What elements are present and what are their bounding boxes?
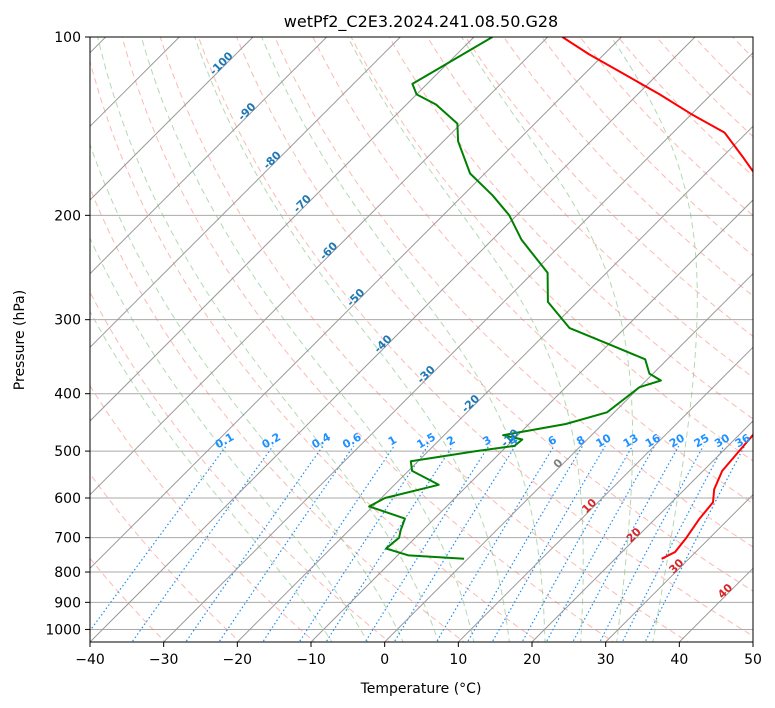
moist-adiabat-line <box>97 37 439 642</box>
y-tick-label: 100 <box>54 30 81 46</box>
moist-adiabats <box>90 37 698 642</box>
dry-adiabat-line <box>350 37 753 462</box>
dry-adiabat-line <box>197 37 753 637</box>
y-axis: 1000 900 800 700 600 500 400 300 200 100 <box>45 30 90 638</box>
x-tick-label: −40 <box>75 652 105 668</box>
isotherm-line <box>163 51 753 642</box>
isotherm-line <box>90 37 475 422</box>
dry-adiabat-line <box>465 37 753 338</box>
moist-adiabat-line <box>347 37 584 642</box>
y-tick-label: 600 <box>54 491 81 507</box>
dry-adiabat-line <box>159 37 690 642</box>
mixing-ratio-line <box>572 445 680 642</box>
y-tick-label: 400 <box>54 387 81 403</box>
dry-adiabat-line <box>274 37 753 548</box>
y-tick-label: 700 <box>54 531 81 547</box>
x-tick-label: 20 <box>523 652 541 668</box>
isotherm-line <box>531 420 753 642</box>
x-tick-label: −20 <box>223 652 253 668</box>
mixing-ratio-line <box>218 445 355 642</box>
isotherm-line <box>90 37 328 275</box>
moist-adiabat-line <box>461 37 634 642</box>
plot-frame <box>89 36 754 643</box>
dry-adiabat-line <box>90 472 241 642</box>
isotherm-line <box>90 37 696 642</box>
isotherm-line <box>90 37 401 349</box>
grid-layer <box>90 37 753 630</box>
isotherms <box>90 37 753 642</box>
isotherm-line <box>384 272 753 642</box>
x-tick-label: 50 <box>744 652 762 668</box>
mixing-ratio-line <box>185 445 324 642</box>
isotherm-line <box>457 346 753 642</box>
sounding-series <box>368 37 753 560</box>
mixing-ratio-line <box>466 445 584 642</box>
y-tick-label: 500 <box>54 444 81 460</box>
x-tick-label: 10 <box>449 652 467 668</box>
x-tick-label: 30 <box>597 652 615 668</box>
y-tick-label: 800 <box>54 565 81 581</box>
mixing-ratio-line <box>364 445 490 642</box>
moist-adiabat-line <box>140 37 475 642</box>
dry-adiabat-line <box>236 37 753 592</box>
x-axis-title: Temperature (°C) <box>360 681 482 697</box>
moist-adiabat-line <box>261 37 546 642</box>
y-tick-label: 1000 <box>45 622 81 638</box>
chart-title: wetPf2_C2E3.2024.241.08.50.G28 <box>284 12 558 32</box>
x-tick-label: −30 <box>149 652 179 668</box>
isotherm-line <box>310 199 753 642</box>
y-axis-title: Pressure (hPa) <box>12 290 28 390</box>
mixing-ratio-line <box>325 445 454 642</box>
dewpoint-line <box>368 37 662 560</box>
mixing-ratio-line <box>262 445 395 642</box>
mixing-ratio-line <box>393 445 516 642</box>
x-tick-label: 0 <box>380 652 389 668</box>
x-tick-label: −10 <box>296 652 326 668</box>
mixing-ratio-line <box>599 445 704 642</box>
y-tick-label: 300 <box>54 313 81 329</box>
isotherm-line <box>90 37 549 496</box>
isotherm-line <box>236 125 753 642</box>
dry-adiabat-line <box>388 37 753 420</box>
moist-adiabat-line <box>610 37 698 642</box>
y-tick-label: 900 <box>54 595 81 611</box>
y-tick-label: 200 <box>54 208 81 224</box>
mixing-ratio-line <box>298 445 429 642</box>
dry-adiabat-line <box>503 37 753 297</box>
dry-adiabat-line <box>312 37 753 505</box>
moist-adiabat-line <box>90 310 333 642</box>
x-tick-label: 40 <box>670 652 688 668</box>
temperature-line <box>561 37 753 560</box>
isotherm-line <box>90 37 622 570</box>
dry-adiabat-line <box>426 37 753 379</box>
moist-adiabat-line <box>90 142 404 642</box>
isotherm-line <box>605 493 753 642</box>
moist-adiabat-line <box>194 37 510 642</box>
dry-adiabat-line <box>90 59 540 642</box>
dry-adiabat-line <box>90 384 316 642</box>
dry-adiabat-line <box>90 291 391 642</box>
moist-adiabat-line <box>90 236 369 642</box>
isotherm-line <box>90 37 254 201</box>
dry-adiabats <box>90 37 753 642</box>
x-axis: −40 −30 −20 −10 0 10 20 30 40 50 <box>75 642 762 668</box>
